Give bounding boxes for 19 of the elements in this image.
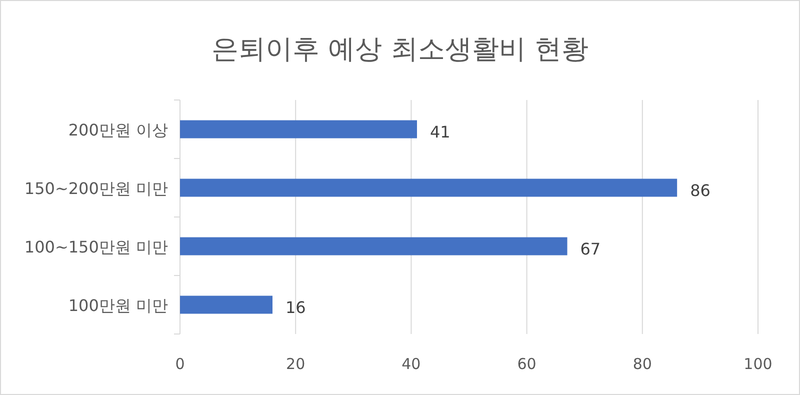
data-label: 67: [580, 239, 601, 258]
bar: [180, 120, 417, 138]
x-tick-label: 20: [286, 355, 306, 373]
y-tick-label: 100만원 미만: [68, 296, 168, 315]
y-tick-label: 100~150만원 미만: [24, 237, 168, 256]
data-label: 16: [285, 298, 306, 317]
bar: [180, 296, 272, 314]
bar: [180, 237, 568, 256]
y-tick-label: 200만원 이상: [68, 120, 168, 140]
y-tick-label: 150~200만원 미만: [24, 178, 168, 198]
x-tick-label: 40: [402, 355, 421, 373]
data-label: 86: [690, 180, 710, 200]
x-tick-label: 80: [632, 355, 652, 373]
chart-title: 은퇴이후 예상 최소생활비 현황: [212, 34, 588, 65]
x-tick-label: 0: [175, 355, 185, 373]
bar: [180, 178, 678, 197]
data-label: 41: [430, 122, 450, 142]
x-tick-label: 100: [744, 355, 772, 373]
x-tick-label: 60: [517, 355, 536, 373]
